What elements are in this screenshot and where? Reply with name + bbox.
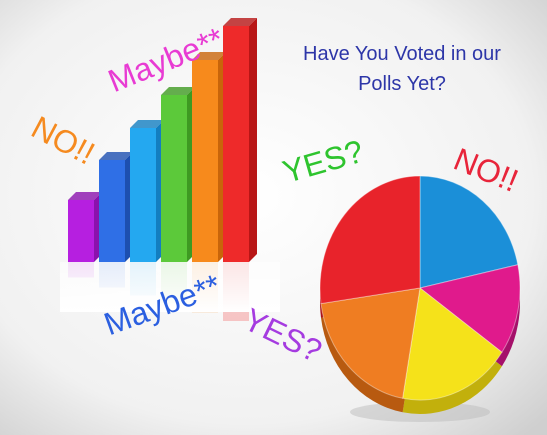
illustration: Have You Voted in our Polls Yet? Maybe**… [0,0,547,435]
title-line: Have You Voted in our [303,43,501,65]
bar-face [99,160,125,262]
title-line: Polls Yet? [358,73,446,95]
bar-face [192,60,218,262]
bar-face [68,200,94,262]
bar-face [130,128,156,262]
page: {"title": {"line1": "Have You Voted in o… [0,0,547,435]
bar-face [161,95,187,262]
bar-face [223,26,249,262]
bar-side [249,18,257,262]
